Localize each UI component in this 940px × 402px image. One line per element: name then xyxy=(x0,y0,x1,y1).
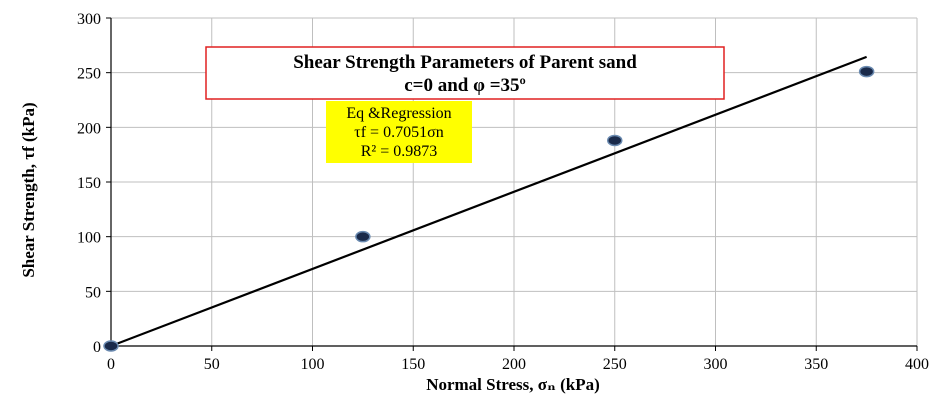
regression-annotation: Eq &Regression τf = 0.7051σn R² = 0.9873 xyxy=(326,101,472,163)
x-tick-label: 100 xyxy=(301,356,325,373)
title-box-border xyxy=(205,46,725,100)
data-point xyxy=(858,65,875,78)
y-tick-label: 50 xyxy=(85,284,101,301)
regression-heading: Eq &Regression xyxy=(346,105,451,122)
title-box: Shear Strength Parameters of Parent sand… xyxy=(205,46,725,100)
trendline xyxy=(110,55,868,348)
x-tick-label: 200 xyxy=(502,356,526,373)
y-tick-label: 100 xyxy=(77,230,101,247)
regression-r-squared: R² = 0.9873 xyxy=(361,143,438,160)
y-tick-label: 200 xyxy=(77,120,101,137)
x-tick-label: 300 xyxy=(704,356,728,373)
x-tick-label: 150 xyxy=(401,356,425,373)
regression-equation: τf = 0.7051σn xyxy=(354,124,443,141)
x-tick-label: 50 xyxy=(204,356,220,373)
regression-annotation-bg xyxy=(326,101,472,163)
x-tick-label: 0 xyxy=(107,356,115,373)
y-axis-title: Shear Strength, τf (kPa) xyxy=(19,102,38,277)
y-tick-label: 250 xyxy=(77,66,101,83)
y-tick-label: 300 xyxy=(77,11,101,28)
chart-subtitle: c=0 and φ =35º xyxy=(404,75,526,96)
x-tick-label: 350 xyxy=(804,356,828,373)
y-tick-label: 150 xyxy=(77,175,101,192)
y-tick-label: 0 xyxy=(93,339,101,356)
trendline-group xyxy=(110,55,868,348)
x-tick-label: 250 xyxy=(603,356,627,373)
data-point xyxy=(355,230,371,243)
data-point xyxy=(103,340,119,352)
tick-labels: 0 50 100 150 200 250 300 350 400 0 50 100 150 200 250 3… xyxy=(77,11,929,373)
x-axis-title: Normal Stress, σₙ (kPa) xyxy=(426,375,600,394)
axes xyxy=(106,17,918,351)
chart-title: Shear Strength Parameters of Parent sand xyxy=(293,52,637,73)
data-point xyxy=(607,134,623,147)
data-points xyxy=(103,65,875,352)
x-tick-label: 400 xyxy=(905,356,929,373)
